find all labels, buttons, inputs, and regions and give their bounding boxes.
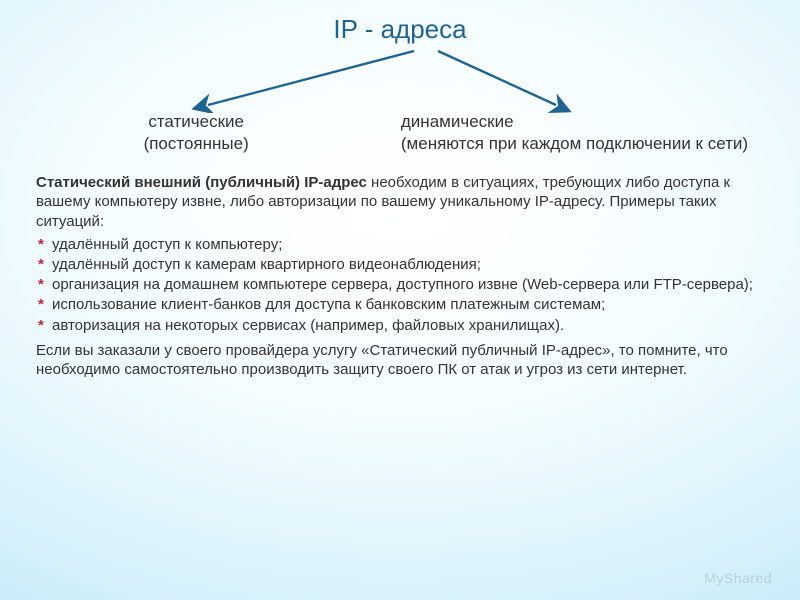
slide-root: IP - адреса статические (постоянные) дин…: [0, 0, 800, 600]
intro-bold: Статический внешний (публичный) IP-адрес: [36, 174, 367, 191]
arrow-left: [208, 51, 414, 105]
list-item: * использование клиент-банков для доступа…: [38, 295, 764, 314]
bullet-list: * удалённый доступ к компьютеру; * удалённ…: [36, 235, 764, 335]
arrow-right: [438, 51, 556, 105]
star-icon: *: [38, 295, 44, 314]
branch-static-sub: (постоянные): [36, 133, 356, 155]
slide-title: IP - адреса: [36, 14, 764, 45]
bullet-text: использование клиент-банков для доступа …: [52, 296, 605, 313]
star-icon: *: [38, 275, 44, 294]
list-item: * удалённый доступ к камерам квартирного …: [38, 255, 764, 274]
list-item: * организация на домашнем компьютере серв…: [38, 275, 764, 294]
list-item: * авторизация на некоторых сервисах (напр…: [38, 316, 764, 335]
body-text: Статический внешний (публичный) IP-адрес…: [36, 173, 764, 379]
arrows-svg: [36, 47, 764, 113]
branch-static: статические (постоянные): [36, 111, 356, 155]
branch-dynamic-label: динамические: [401, 112, 514, 131]
branch-dynamic: динамические (меняются при каждом подклю…: [371, 111, 764, 155]
list-item: * удалённый доступ к компьютеру;: [38, 235, 764, 254]
branch-dynamic-sub: (меняются при каждом подключении к сети): [401, 133, 764, 155]
watermark-text: MyShared: [704, 570, 772, 586]
branches-row: статические (постоянные) динамические (м…: [36, 111, 764, 155]
star-icon: *: [38, 316, 44, 335]
watermark: MyShared: [704, 570, 772, 586]
intro-paragraph: Статический внешний (публичный) IP-адрес…: [36, 173, 764, 231]
star-icon: *: [38, 255, 44, 274]
bullet-text: авторизация на некоторых сервисах (напри…: [52, 317, 564, 334]
star-icon: *: [38, 235, 44, 254]
bullet-text: удалённый доступ к компьютеру;: [52, 236, 282, 253]
bullet-text: удалённый доступ к камерам квартирного в…: [52, 256, 481, 273]
branch-static-label: статические: [148, 112, 244, 131]
bullet-text: организация на домашнем компьютере серве…: [52, 276, 753, 293]
arrows-diagram: [36, 47, 764, 113]
outro-paragraph: Если вы заказали у своего провайдера усл…: [36, 341, 764, 379]
